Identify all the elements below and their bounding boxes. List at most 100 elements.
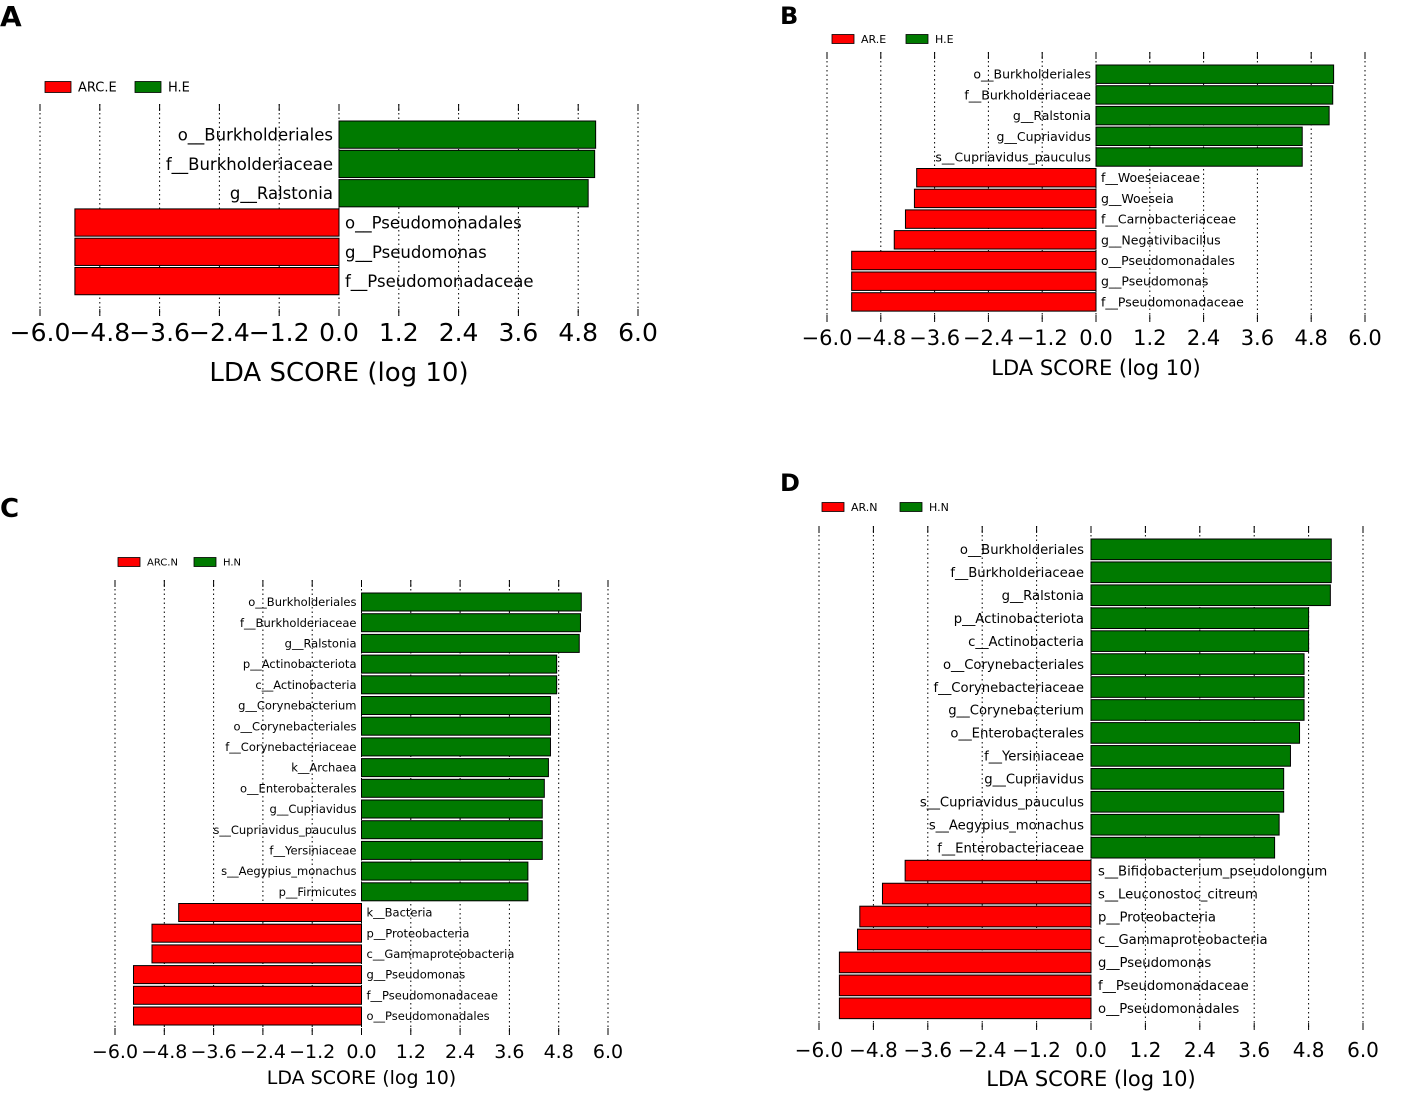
lda-bar [361, 882, 529, 902]
lda-bar [1095, 126, 1303, 147]
legend-swatch [905, 34, 929, 44]
lda-bar [151, 944, 362, 964]
x-tick-label: −3.6 [129, 318, 190, 347]
x-axis-title: LDA SCORE (log 10) [991, 356, 1200, 380]
legend-label: H.E [168, 81, 190, 96]
category-label: o__Corynebacteriales [943, 658, 1084, 673]
lda-bar [361, 840, 543, 860]
x-tick-label: 6.0 [593, 1041, 623, 1063]
lda-bar [361, 633, 580, 653]
lda-bar [1090, 790, 1285, 813]
category-label: c__Actinobacteria [968, 635, 1084, 650]
x-tick-label: 0.0 [1079, 326, 1112, 350]
category-label: o__Enterobacterales [950, 727, 1084, 742]
x-tick-label: −1.2 [249, 318, 310, 347]
category-label: g__Pseudomonas [1098, 956, 1211, 971]
lda-bar [1090, 653, 1305, 675]
x-tick-label: 4.8 [1293, 1038, 1325, 1062]
lda-bar [1090, 745, 1291, 767]
category-label: o__Pseudomonadales [367, 1009, 490, 1023]
lda-panel-b: B AR.E H.E −6.0 −4.8 −3.6 −2.4 −1.2 0.0 1.2 2.4 3.6… [780, 2, 1382, 380]
x-tick-label: −6.0 [795, 1038, 844, 1062]
x-tick-label: 1.2 [396, 1041, 426, 1063]
lda-bar [913, 188, 1097, 209]
lda-bar [1095, 147, 1303, 167]
category-label: p__Proteobacteria [367, 926, 470, 940]
lda-bar [338, 179, 589, 208]
lda-bar [178, 903, 362, 923]
legend-swatch [134, 81, 162, 93]
lda-bar [361, 861, 529, 881]
x-tick-label: 4.8 [544, 1041, 574, 1063]
category-label: o__Corynebacteriales [234, 719, 357, 733]
category-label: g__Woeseia [1101, 191, 1174, 206]
x-tick-label: 2.4 [439, 318, 479, 347]
x-tick-label: −1.2 [1017, 326, 1068, 350]
x-tick-label: −2.4 [240, 1041, 286, 1063]
x-tick-label: −6.0 [802, 326, 853, 350]
legend-label: H.N [929, 501, 949, 514]
x-tick-label: 2.4 [445, 1041, 475, 1063]
category-label: g__Pseudomonas [345, 243, 487, 263]
x-tick-label: 4.8 [1294, 326, 1327, 350]
category-label: g__Pseudomonas [1101, 274, 1208, 289]
category-label: f__Carnobacteriaceae [1101, 212, 1236, 227]
category-label: s__Cupriavidus_pauculus [213, 823, 356, 837]
lda-bar [361, 654, 558, 674]
category-label: f__Burkholderiaceae [964, 87, 1091, 102]
legend-swatch [831, 34, 855, 44]
lda-bar [1090, 699, 1305, 721]
x-tick-label: 2.4 [1187, 326, 1220, 350]
category-label: c__Actinobacteria [255, 678, 356, 692]
x-tick-label: 6.0 [1347, 1038, 1379, 1062]
x-tick-label: 6.0 [618, 318, 658, 347]
category-label: g__Ralstonia [1013, 108, 1091, 123]
category-label: o__Burkholderiales [178, 126, 333, 146]
lda-bar [361, 820, 543, 840]
x-axis-title: LDA SCORE (log 10) [986, 1067, 1195, 1091]
lda-bar [338, 149, 596, 179]
lda-bar [1090, 836, 1276, 859]
x-tick-label: −6.0 [92, 1041, 138, 1063]
lda-bar [361, 778, 545, 798]
category-label: g__Ralstonia [1002, 589, 1084, 604]
lda-bar [361, 799, 543, 819]
lda-bar [851, 271, 1097, 291]
category-label: p__Firmicutes [279, 885, 357, 899]
category-label: f__Burkholderiaceae [166, 155, 333, 175]
lda-bar [361, 758, 549, 778]
category-label: f__Burkholderiaceae [950, 566, 1084, 581]
category-label: p__Actinobacteriota [954, 612, 1084, 627]
category-label: s__Cupriavidus_pauculus [935, 150, 1091, 165]
category-label: g__Ralstonia [285, 637, 357, 651]
category-label: f__Yersiniaceae [984, 750, 1084, 765]
x-tick-label: −3.6 [191, 1041, 237, 1063]
category-label: c__Gammaproteobacteria [367, 947, 515, 961]
lda-bar [838, 974, 1092, 997]
x-tick-label: 0.0 [346, 1041, 376, 1063]
x-tick-label: −3.6 [909, 326, 960, 350]
x-tick-label: −4.8 [855, 326, 906, 350]
category-label: f__Enterobacteriaceae [937, 841, 1084, 856]
lda-panel-c: C ARC.N H.N −6.0 −4.8 −3.6 −2.4 −1.2 0.0 1.2 2.4 3.… [0, 494, 623, 1089]
x-tick-label: −4.8 [141, 1041, 187, 1063]
category-label: g__Cupriavidus [270, 802, 357, 816]
legend-swatch [899, 502, 923, 512]
category-label: f__Pseudomonadaceae [1101, 294, 1244, 309]
x-tick-label: 3.6 [1241, 326, 1274, 350]
category-label: g__Ralstonia [230, 184, 333, 204]
lda-bar [1090, 561, 1332, 584]
lda-bar [1095, 64, 1335, 84]
category-label: o__Pseudomonadales [1101, 253, 1235, 268]
lda-bar [74, 237, 340, 266]
lda-bar [851, 292, 1097, 312]
lda-bar [361, 716, 551, 736]
category-label: p__Proteobacteria [1098, 910, 1216, 925]
x-tick-label: −2.4 [189, 318, 250, 347]
lda-panel-d: D AR.N H.N −6.0 −4.8 −3.6 −2.4 −1.2 0.0 1.2 2.4 3.6… [780, 469, 1379, 1091]
x-tick-label: −2.4 [963, 326, 1014, 350]
lda-bar [1090, 813, 1280, 836]
x-tick-label: −2.4 [958, 1038, 1007, 1062]
lda-bar [881, 882, 1092, 905]
